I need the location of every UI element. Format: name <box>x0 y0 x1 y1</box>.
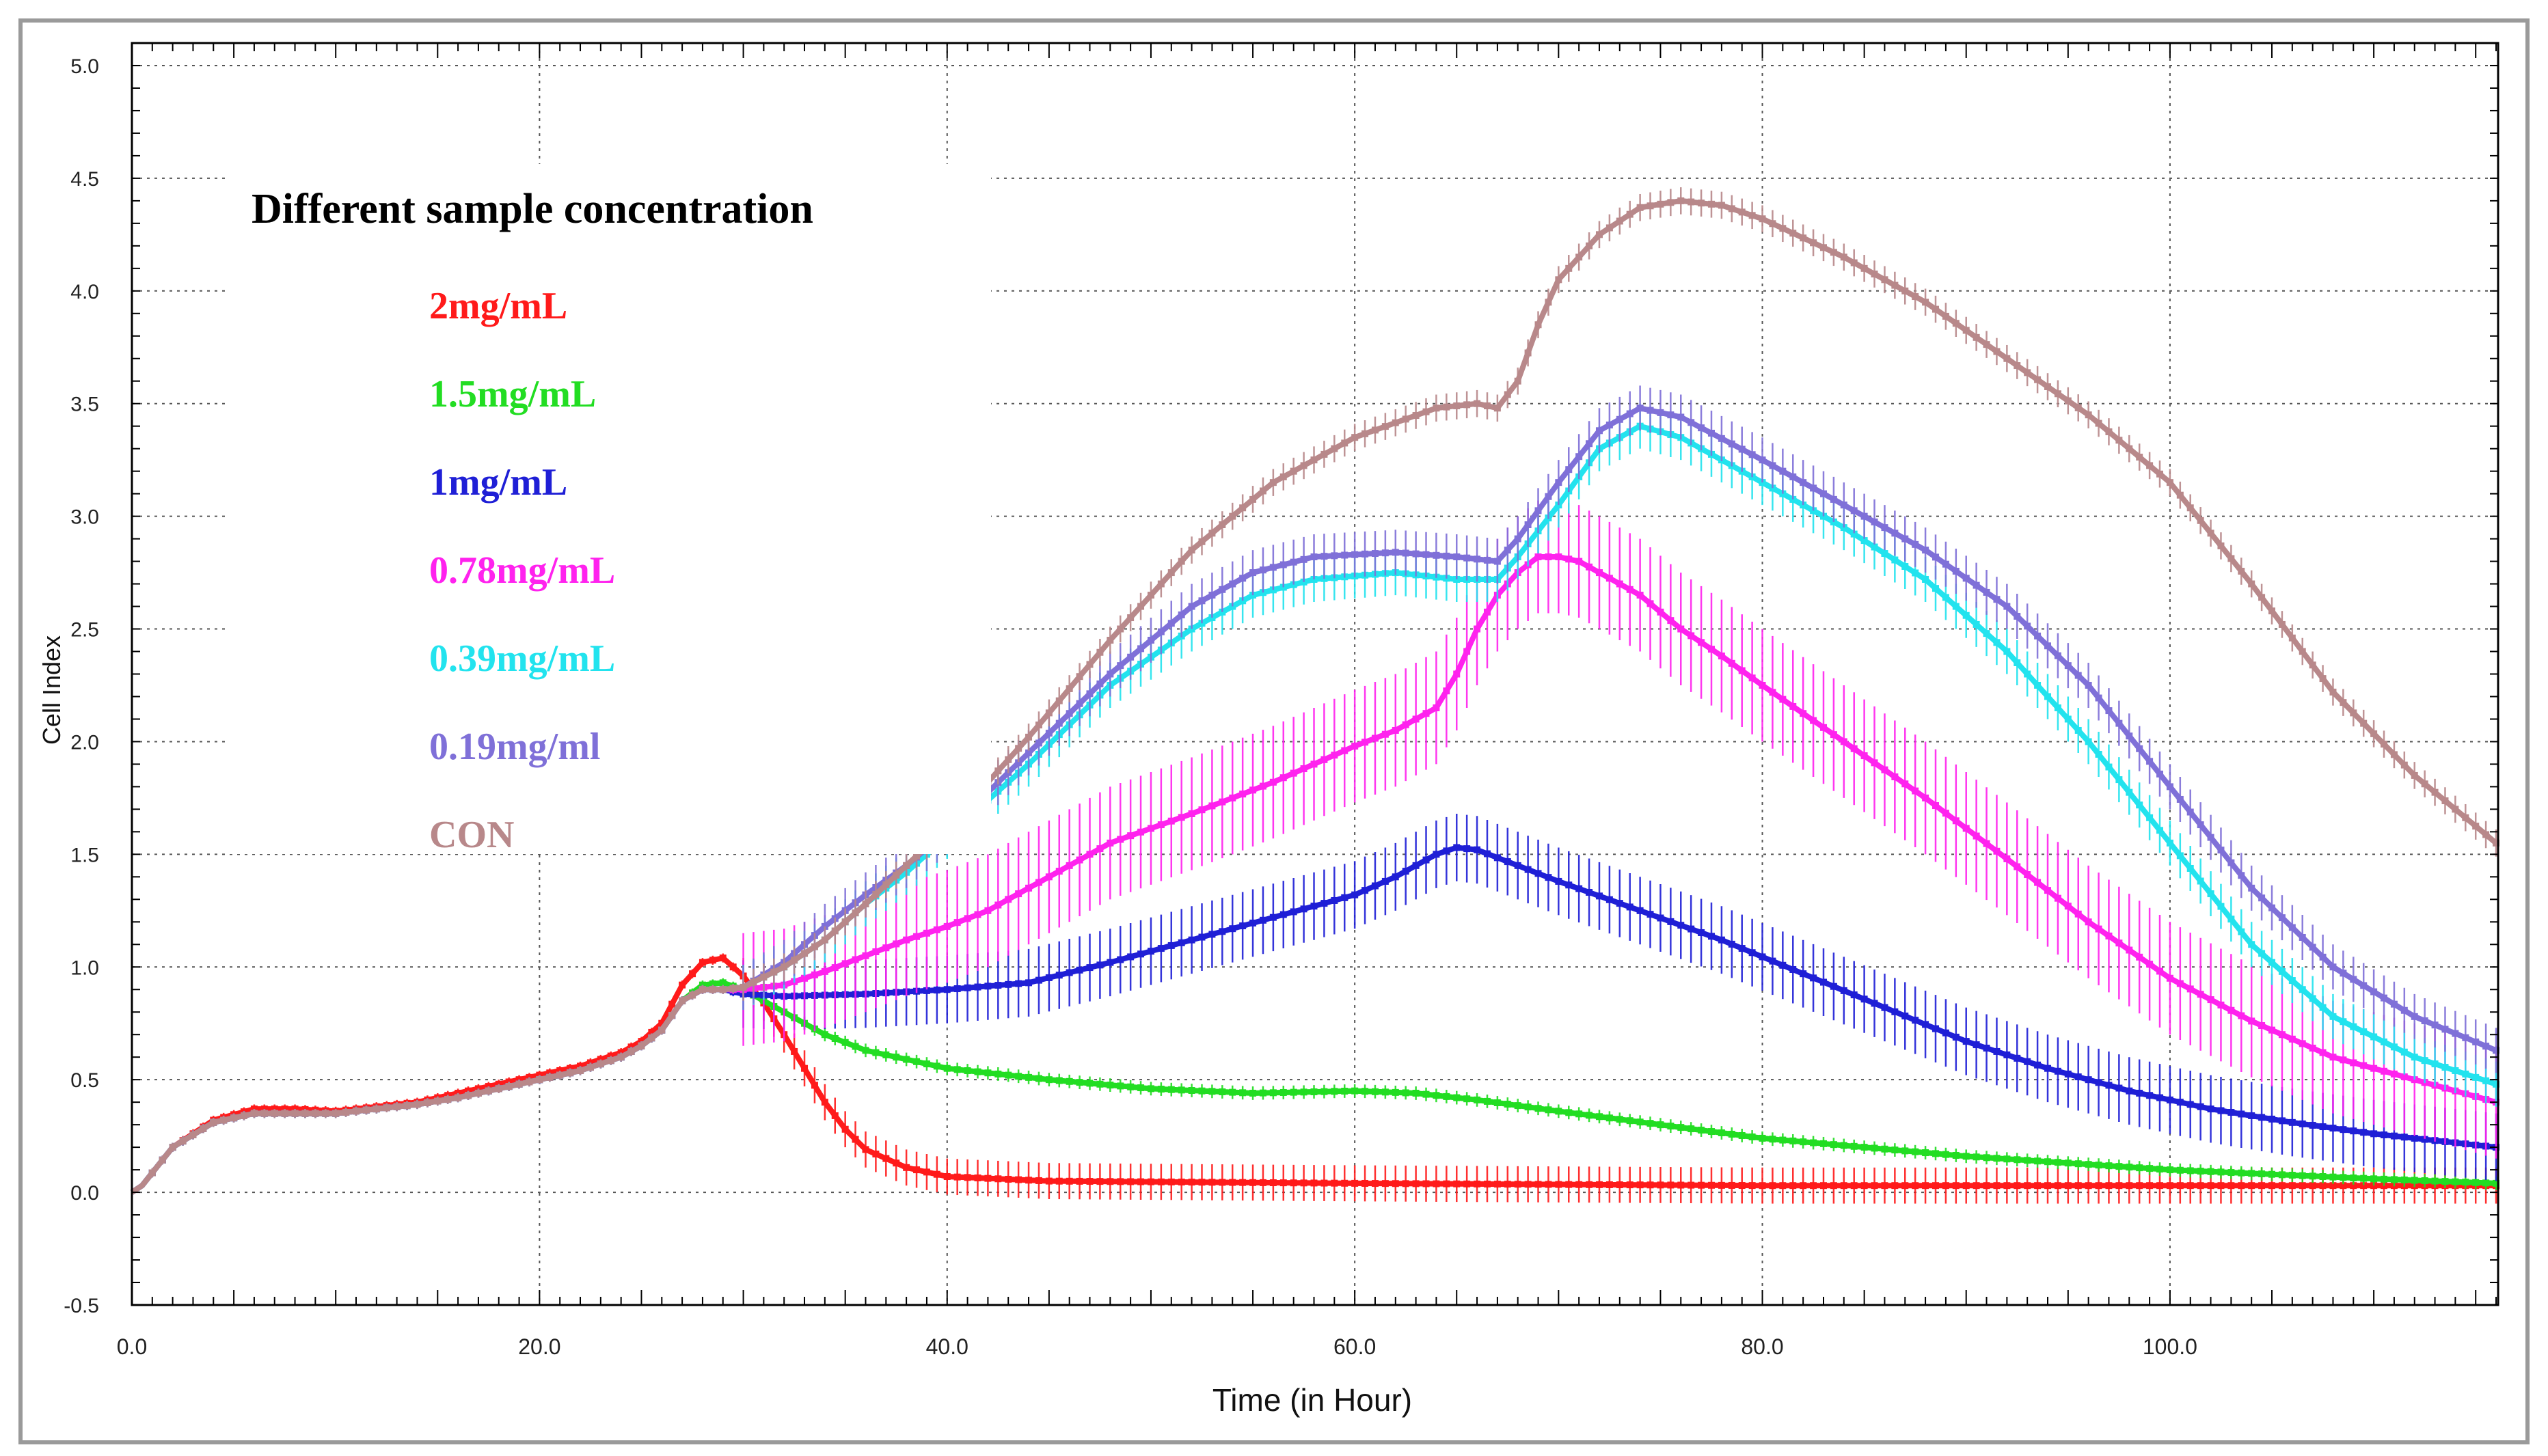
x-tick-label: 80.0 <box>1741 1334 1783 1359</box>
legend-entry: CON <box>429 814 514 856</box>
tick-labels: 0.0 20.0 40.0 60.0 80.0 100.0 -0.5 0.0 0.5 1.0 1.5… <box>64 43 2498 1359</box>
x-tick-label: 20.0 <box>518 1334 560 1359</box>
y-tick-label: 2.0 <box>70 731 99 754</box>
series-line <box>130 197 2498 1195</box>
legend-entry: 0.19mg/ml <box>429 726 600 768</box>
x-axis-label: Time (in Hour) <box>1212 1382 1412 1418</box>
y-tick-label: 3.5 <box>70 394 99 416</box>
x-tick-label: 100.0 <box>2143 1334 2197 1359</box>
legend-entry: 0.78mg/mL <box>429 549 615 592</box>
y-tick-label: 1.0 <box>70 957 99 979</box>
y-axis-label: Cell Index <box>38 635 66 745</box>
y-tick-label: 3.0 <box>70 506 99 529</box>
series-CON <box>130 187 2500 1195</box>
y-tick-label: 2.5 <box>70 619 99 642</box>
series-layer <box>130 187 2500 1204</box>
legend-entry: 2mg/mL <box>429 285 567 327</box>
legend-background <box>226 164 991 854</box>
x-tick-label: 40.0 <box>926 1334 968 1359</box>
legend: 2mg/mL 1.5mg/mL 1mg/mL 0.78mg/mL 0.39mg/mL 0.… <box>429 285 615 856</box>
legend-title: Different sample concentration <box>252 186 813 232</box>
legend-entry: 1.5mg/mL <box>429 373 596 415</box>
y-tick-label: 4.0 <box>70 281 99 303</box>
y-tick-label: 4.5 <box>70 168 99 191</box>
y-tick-label: 0.0 <box>70 1182 99 1205</box>
y-tick-label: 1.5 <box>70 844 99 866</box>
x-tick-label: 0.0 <box>117 1334 147 1359</box>
x-tick-label: 60.0 <box>1333 1334 1376 1359</box>
data-point <box>2493 1179 2500 1187</box>
series-line <box>130 955 2496 1195</box>
legend-entry: 0.39mg/mL <box>429 637 615 680</box>
y-tick-label: 0.5 <box>70 1069 99 1092</box>
y-tick-label: 5.0 <box>70 55 99 78</box>
legend-entry: 1mg/mL <box>429 461 567 504</box>
y-tick-label: -0.5 <box>64 1295 99 1317</box>
grid <box>132 43 2498 1306</box>
data-point <box>2493 1047 2500 1054</box>
data-point <box>2493 1080 2500 1088</box>
